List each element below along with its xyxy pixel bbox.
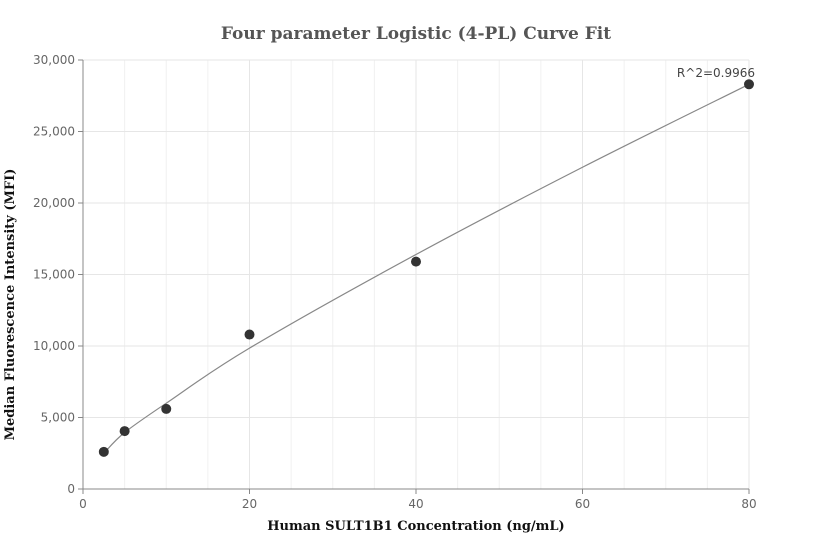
fit-curve-line xyxy=(103,83,750,454)
y-tick-label: 10,000 xyxy=(33,339,75,353)
data-point xyxy=(744,79,754,90)
y-tick-label: 5,000 xyxy=(41,411,75,425)
x-tick-label: 20 xyxy=(242,497,257,511)
y-tick-label: 30,000 xyxy=(33,53,75,67)
data-point xyxy=(161,403,172,414)
y-tick-label: 20,000 xyxy=(33,196,75,210)
grid-layer xyxy=(82,59,750,490)
x-axis-label: Human SULT1B1 Concentration (ng/mL) xyxy=(267,519,564,534)
series-layer xyxy=(98,79,754,457)
y-tick-label: 0 xyxy=(67,482,75,496)
axes-layer: 0 5,000 10,000 15,000 20,000 25,000 30,000 0 20 4… xyxy=(33,53,757,511)
data-point xyxy=(244,329,255,340)
x-tick-label: 0 xyxy=(79,497,87,511)
chart-title: Four parameter Logistic (4-PL) Curve Fit xyxy=(221,24,611,44)
y-tick-label: 15,000 xyxy=(33,268,75,282)
data-point xyxy=(411,256,421,267)
x-tick-label: 60 xyxy=(575,497,590,511)
data-point xyxy=(119,426,130,437)
x-tick-label: 40 xyxy=(408,497,423,511)
data-point xyxy=(98,446,109,457)
x-tick-label: 80 xyxy=(741,497,756,511)
y-tick-label: 25,000 xyxy=(33,125,75,139)
r-squared-annotation: R^2=0.9966 xyxy=(677,66,755,80)
y-axis-label: Median Fluorescence Intensity (MFI) xyxy=(3,169,18,441)
